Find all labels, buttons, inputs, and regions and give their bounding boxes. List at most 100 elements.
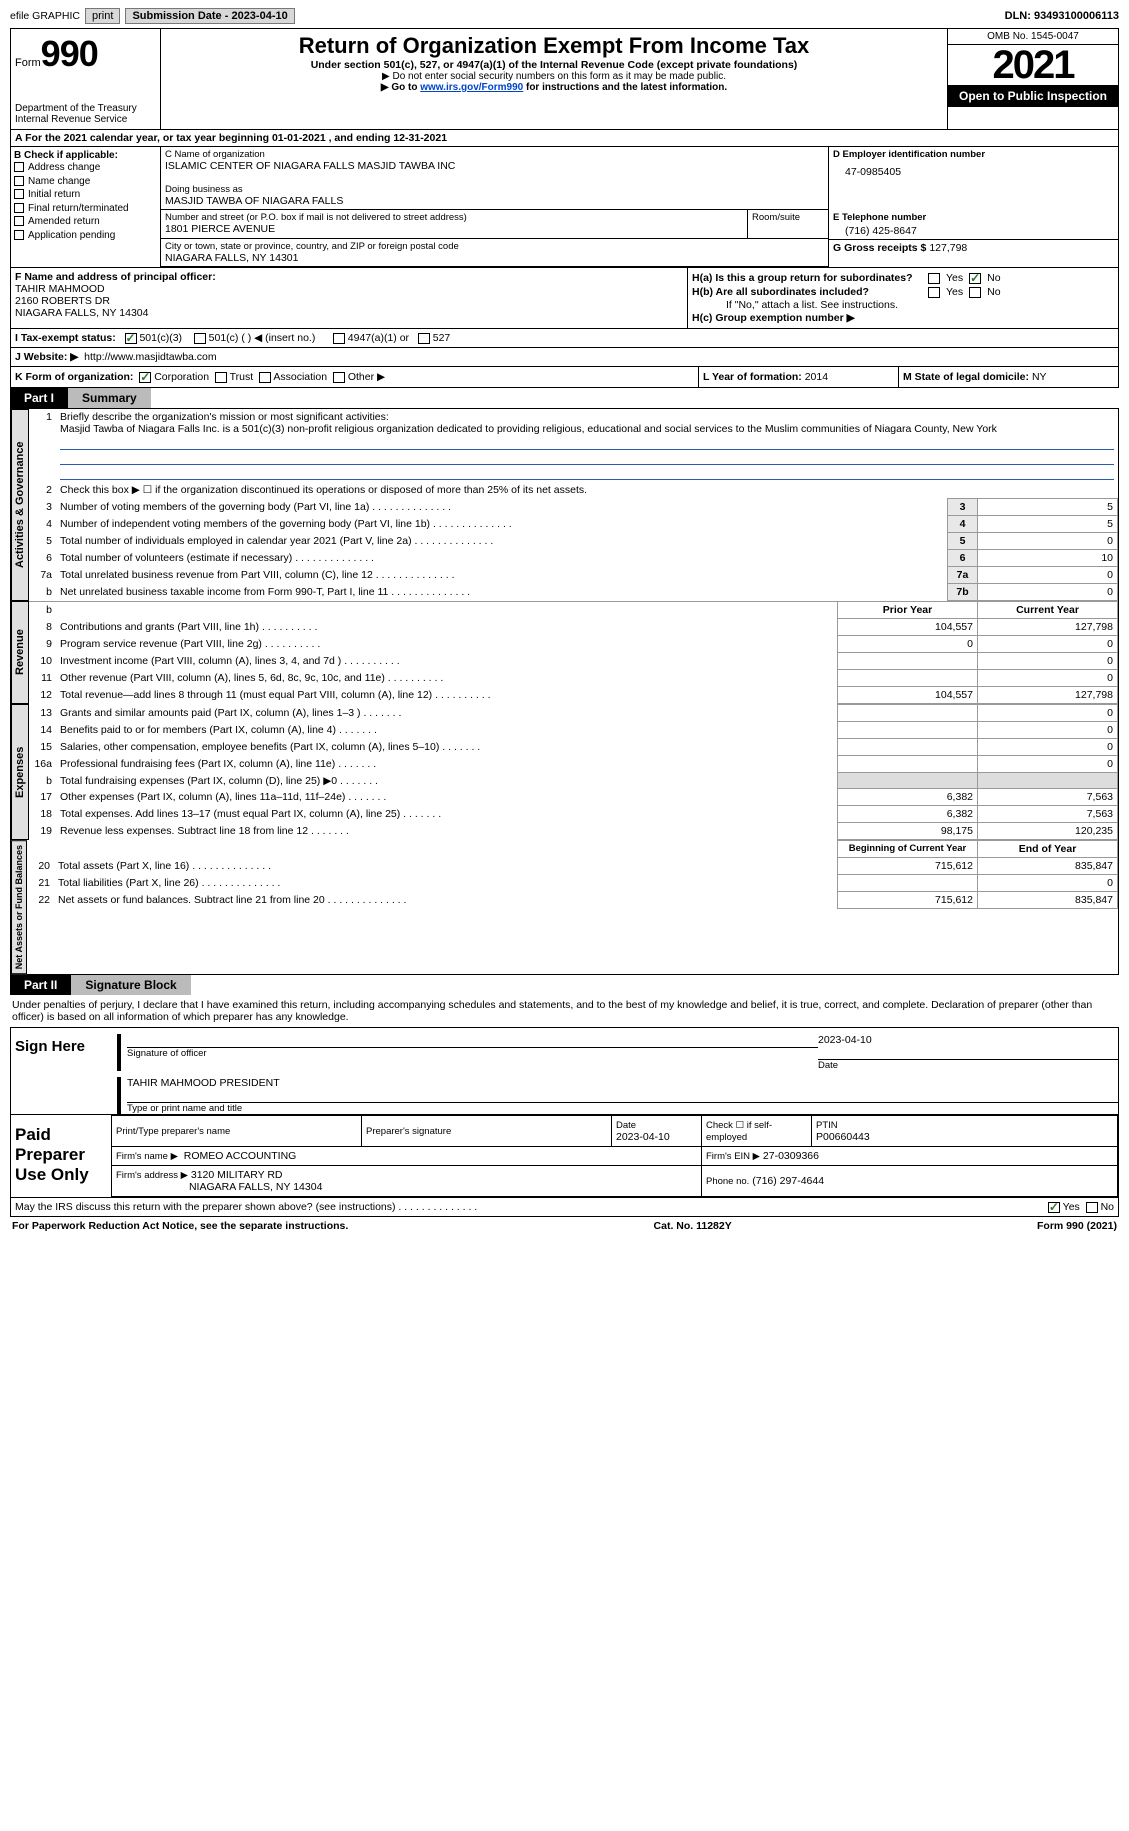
boy-header: Beginning of Current Year bbox=[838, 841, 978, 858]
part2-label: Part II bbox=[10, 975, 71, 995]
chk-initial-return[interactable]: Initial return bbox=[14, 188, 157, 202]
chk-name-change[interactable]: Name change bbox=[14, 175, 157, 189]
hb-label: H(b) Are all subordinates included? bbox=[692, 286, 922, 298]
chk-application-pending[interactable]: Application pending bbox=[14, 229, 157, 243]
form-org-label: K Form of organization: bbox=[15, 371, 133, 383]
side-expenses: Expenses bbox=[11, 704, 29, 840]
row-j-website: J Website: ▶ http://www.masjidtawba.com bbox=[10, 348, 1119, 367]
part2-bar: Part II Signature Block bbox=[10, 975, 1119, 995]
ptin-label: PTIN bbox=[816, 1120, 838, 1131]
phone-label: E Telephone number bbox=[833, 212, 1114, 223]
chk-amended-return[interactable]: Amended return bbox=[14, 215, 157, 229]
org-name: ISLAMIC CENTER OF NIAGARA FALLS MASJID T… bbox=[165, 160, 824, 172]
officer-addr2: NIAGARA FALLS, NY 14304 bbox=[15, 307, 683, 319]
firm-addr1: 3120 MILITARY RD bbox=[191, 1169, 283, 1181]
part1-title: Summary bbox=[68, 388, 151, 408]
street-label: Number and street (or P.O. box if mail i… bbox=[165, 212, 743, 223]
hb-no-label: No bbox=[987, 286, 1000, 298]
irs-link[interactable]: www.irs.gov/Form990 bbox=[420, 82, 523, 93]
lbl-other: Other ▶ bbox=[348, 371, 385, 383]
chk-4947[interactable] bbox=[333, 333, 345, 344]
chk-corp[interactable] bbox=[139, 372, 151, 383]
goto-pre: ▶ Go to bbox=[381, 82, 420, 93]
room-label: Room/suite bbox=[752, 212, 824, 223]
tax-status-label: I Tax-exempt status: bbox=[15, 332, 116, 344]
mission-line2 bbox=[60, 452, 1114, 465]
chk-trust[interactable] bbox=[215, 372, 227, 383]
discuss-yes-checkbox[interactable] bbox=[1048, 1202, 1060, 1213]
hb-yes-label: Yes bbox=[946, 286, 963, 298]
hb-yes-checkbox[interactable] bbox=[928, 287, 940, 298]
sig-date-label: Date bbox=[818, 1060, 1118, 1071]
dba-name: MASJID TAWBA OF NIAGARA FALLS bbox=[165, 195, 824, 207]
form-number: Form990 bbox=[15, 33, 156, 75]
org-name-label: C Name of organization bbox=[165, 149, 824, 160]
open-to-public: Open to Public Inspection bbox=[948, 85, 1118, 107]
line2-text: Check this box ▶ ☐ if the organization d… bbox=[56, 482, 1118, 499]
declaration-text: Under penalties of perjury, I declare th… bbox=[10, 995, 1119, 1027]
expenses-section: Expenses 13Grants and similar amounts pa… bbox=[10, 704, 1119, 840]
revenue-section: Revenue b Prior Year Current Year 8Contr… bbox=[10, 601, 1119, 704]
lbl-trust: Trust bbox=[230, 371, 254, 383]
hb-note: If "No," attach a list. See instructions… bbox=[692, 299, 1114, 311]
chk-assoc[interactable] bbox=[259, 372, 271, 383]
form-container: efile GRAPHIC print Submission Date - 20… bbox=[0, 0, 1129, 1255]
firm-addr-label: Firm's address ▶ bbox=[116, 1170, 188, 1181]
lbl-501c3: 501(c)(3) bbox=[139, 332, 182, 344]
state-domicile-label: M State of legal domicile: bbox=[903, 371, 1029, 383]
row-i-tax-status: I Tax-exempt status: 501(c)(3) 501(c) ( … bbox=[10, 329, 1119, 348]
ein-value: 47-0985405 bbox=[833, 160, 1114, 178]
lbl-assoc: Association bbox=[273, 371, 327, 383]
pra-notice: For Paperwork Reduction Act Notice, see … bbox=[12, 1220, 348, 1232]
hc-label: H(c) Group exemption number ▶ bbox=[692, 312, 855, 324]
chk-address-change[interactable]: Address change bbox=[14, 161, 157, 175]
chk-final-return[interactable]: Final return/terminated bbox=[14, 202, 157, 216]
side-revenue: Revenue bbox=[11, 601, 29, 704]
form-990: 990 bbox=[41, 33, 98, 74]
sign-here-label: Sign Here bbox=[11, 1028, 111, 1114]
chk-527[interactable] bbox=[418, 333, 430, 344]
discuss-text: May the IRS discuss this return with the… bbox=[15, 1201, 477, 1213]
discuss-yes-label: Yes bbox=[1063, 1201, 1080, 1213]
pp-date-value: 2023-04-10 bbox=[616, 1131, 670, 1143]
lbl-527: 527 bbox=[433, 332, 451, 344]
mission-line3 bbox=[60, 467, 1114, 480]
ha-yes-checkbox[interactable] bbox=[928, 273, 940, 284]
discuss-no-checkbox[interactable] bbox=[1086, 1202, 1098, 1213]
form-subtitle: Under section 501(c), 527, or 4947(a)(1)… bbox=[167, 59, 941, 71]
chk-other[interactable] bbox=[333, 372, 345, 383]
chk-address-change-label: Address change bbox=[28, 162, 100, 173]
year-formation-label: L Year of formation: bbox=[703, 371, 802, 383]
chk-501c[interactable] bbox=[194, 333, 206, 344]
ha-no-checkbox[interactable] bbox=[969, 273, 981, 284]
print-button[interactable]: print bbox=[85, 8, 120, 24]
pp-name-label: Print/Type preparer's name bbox=[116, 1126, 357, 1137]
tax-year: 2021 bbox=[948, 45, 1118, 85]
discuss-row: May the IRS discuss this return with the… bbox=[10, 1198, 1119, 1217]
officer-sig-label: Signature of officer bbox=[127, 1048, 818, 1059]
submission-date-label: Submission Date - 2023-04-10 bbox=[125, 8, 294, 24]
form-footer-yr: 2021 bbox=[1090, 1220, 1113, 1232]
year-formation-value: 2014 bbox=[805, 371, 828, 383]
row-k-l-m: K Form of organization: Corporation Trus… bbox=[10, 367, 1119, 388]
firm-phone-value: (716) 297-4644 bbox=[752, 1175, 824, 1187]
gross-receipts-label: G Gross receipts $ bbox=[833, 242, 926, 254]
section-b-through-g: B Check if applicable: Address change Na… bbox=[10, 147, 1119, 268]
cat-no: Cat. No. 11282Y bbox=[654, 1220, 732, 1232]
ssn-note: ▶ Do not enter social security numbers o… bbox=[167, 71, 941, 82]
mission-text: Masjid Tawba of Niagara Falls Inc. is a … bbox=[60, 423, 997, 435]
part1-label: Part I bbox=[10, 388, 68, 408]
lbl-501c: 501(c) ( ) ◀ (insert no.) bbox=[209, 332, 316, 344]
pp-date-label: Date bbox=[616, 1120, 636, 1131]
mission-label: Briefly describe the organization's miss… bbox=[60, 411, 389, 423]
eoy-header: End of Year bbox=[978, 841, 1118, 858]
prior-year-header: Prior Year bbox=[838, 602, 978, 619]
officer-signature-line[interactable] bbox=[127, 1034, 818, 1048]
discuss-no-label: No bbox=[1101, 1201, 1114, 1213]
dept-label: Department of the Treasury Internal Reve… bbox=[15, 103, 156, 125]
chk-501c3[interactable] bbox=[125, 333, 137, 344]
form-header: Form990 Department of the Treasury Inter… bbox=[10, 28, 1119, 130]
chk-name-change-label: Name change bbox=[28, 176, 90, 187]
hb-no-checkbox[interactable] bbox=[969, 287, 981, 298]
side-net-assets: Net Assets or Fund Balances bbox=[11, 840, 27, 974]
